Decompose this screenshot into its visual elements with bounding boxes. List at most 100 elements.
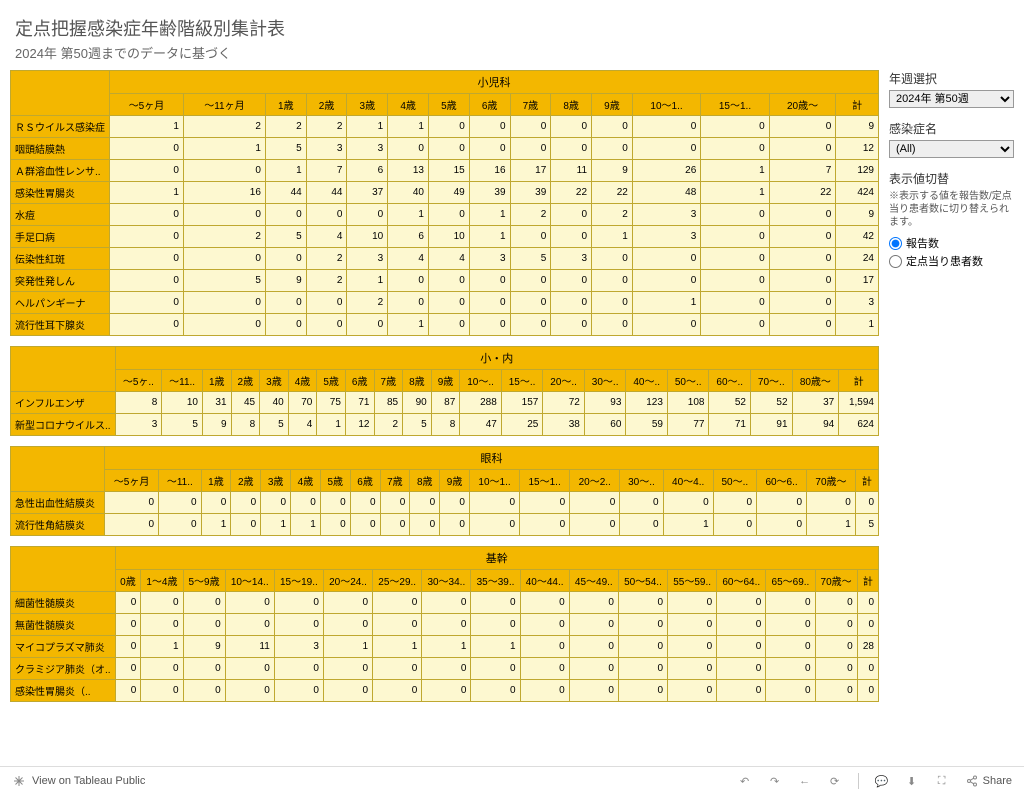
data-cell: 0 xyxy=(618,636,667,658)
column-header: 80歳～ xyxy=(792,370,839,392)
download-icon[interactable]: ⬇ xyxy=(905,774,919,788)
column-header: 7歳 xyxy=(374,370,403,392)
data-cell: 1 xyxy=(347,270,388,292)
data-cell: 0 xyxy=(183,614,225,636)
column-header: 15～19.. xyxy=(274,570,323,592)
data-cell: 0 xyxy=(757,514,807,536)
column-header: 3歳 xyxy=(260,370,289,392)
disease-select[interactable]: (All) xyxy=(889,140,1014,158)
column-header: ～11ヶ月 xyxy=(183,94,265,116)
row-label: 流行性耳下腺炎 xyxy=(11,314,110,336)
data-cell: 0 xyxy=(769,204,836,226)
data-cell: 0 xyxy=(551,116,592,138)
data-cell: 0 xyxy=(769,226,836,248)
data-cell: 0 xyxy=(520,680,569,702)
disease-label: 感染症名 xyxy=(889,120,1014,137)
column-header: 10～14.. xyxy=(225,570,274,592)
data-cell: 9 xyxy=(202,414,231,436)
comment-icon[interactable]: 💬 xyxy=(875,774,889,788)
data-cell: 0 xyxy=(857,592,878,614)
data-cell: 28 xyxy=(857,636,878,658)
data-cell: 0 xyxy=(373,680,422,702)
data-cell: 0 xyxy=(422,658,471,680)
data-cell: 0 xyxy=(440,514,470,536)
data-cell: 0 xyxy=(110,248,184,270)
radio-perpoint[interactable]: 定点当り患者数 xyxy=(889,253,1014,269)
tableau-link[interactable]: View on Tableau Public xyxy=(12,774,145,788)
data-cell: 0 xyxy=(551,270,592,292)
data-cell: 72 xyxy=(543,392,585,414)
radio-report-input[interactable] xyxy=(889,237,902,250)
column-header: 2歳 xyxy=(306,94,347,116)
data-cell: 1 xyxy=(701,182,769,204)
undo-icon[interactable]: ↶ xyxy=(738,774,752,788)
data-cell: 2 xyxy=(306,270,347,292)
data-cell: 0 xyxy=(520,658,569,680)
data-cell: 1 xyxy=(388,116,429,138)
table-row: 無菌性髄膜炎00000000000000000 xyxy=(11,614,879,636)
data-cell: 1 xyxy=(110,182,184,204)
data-cell: 1 xyxy=(373,636,422,658)
data-cell: 0 xyxy=(701,226,769,248)
data-cell: 0 xyxy=(668,680,717,702)
column-header: 15～1.. xyxy=(701,94,769,116)
data-cell: 0 xyxy=(274,592,323,614)
data-cell: 9 xyxy=(836,204,879,226)
data-cell: 0 xyxy=(815,658,857,680)
row-label: 無菌性髄膜炎 xyxy=(11,614,116,636)
data-cell: 5 xyxy=(162,414,203,436)
data-cell: 49 xyxy=(428,182,469,204)
data-cell: 1 xyxy=(807,514,856,536)
data-cell: 0 xyxy=(815,614,857,636)
data-cell: 2 xyxy=(347,292,388,314)
data-cell: 424 xyxy=(836,182,879,204)
data-cell: 3 xyxy=(274,636,323,658)
data-cell: 85 xyxy=(374,392,403,414)
data-cell: 0 xyxy=(713,492,756,514)
redo-icon[interactable]: ↷ xyxy=(768,774,782,788)
row-label: マイコプラズマ肺炎 xyxy=(11,636,116,658)
column-header: 6歳 xyxy=(350,470,380,492)
data-cell: 5 xyxy=(403,414,432,436)
radio-perpoint-input[interactable] xyxy=(889,255,902,268)
data-cell: 1 xyxy=(836,314,879,336)
data-cell: 2 xyxy=(510,204,551,226)
data-cell: 0 xyxy=(471,614,520,636)
data-cell: 3 xyxy=(469,248,510,270)
data-cell: 0 xyxy=(320,514,350,536)
fullscreen-icon[interactable]: ⛶ xyxy=(935,774,949,788)
column-header: 9歳 xyxy=(592,94,633,116)
data-cell: 5 xyxy=(183,270,265,292)
data-cell: 22 xyxy=(769,182,836,204)
week-select[interactable]: 2024年 第50週 xyxy=(889,90,1014,108)
data-cell: 2 xyxy=(183,116,265,138)
data-cell: 1 xyxy=(141,636,183,658)
column-header: 3歳 xyxy=(261,470,291,492)
table-row: 伝染性紅斑0002344353000024 xyxy=(11,248,879,270)
share-button[interactable]: Share xyxy=(965,774,1012,788)
column-header: 10～1.. xyxy=(632,94,700,116)
data-cell: 0 xyxy=(668,658,717,680)
data-cell: 0 xyxy=(632,314,700,336)
column-header: 60～64.. xyxy=(717,570,766,592)
data-cell: 0 xyxy=(632,116,700,138)
data-cell: 0 xyxy=(265,248,306,270)
data-cell: 0 xyxy=(569,636,618,658)
row-label: 手足口病 xyxy=(11,226,110,248)
radio-report[interactable]: 報告数 xyxy=(889,235,1014,251)
data-cell: 0 xyxy=(105,514,159,536)
data-cell: 288 xyxy=(460,392,502,414)
revert-icon[interactable]: ← xyxy=(798,774,812,788)
column-header: 計 xyxy=(836,94,879,116)
data-cell: 9 xyxy=(183,636,225,658)
table-row: クラミジア肺炎（オ..00000000000000000 xyxy=(11,658,879,680)
column-header: 3歳 xyxy=(347,94,388,116)
data-cell: 0 xyxy=(569,680,618,702)
data-table: 小児科～5ヶ月～11ヶ月1歳2歳3歳4歳5歳6歳7歳8歳9歳10～1..15～1… xyxy=(10,70,879,336)
data-cell: 47 xyxy=(460,414,502,436)
column-header: 計 xyxy=(857,570,878,592)
refresh-icon[interactable]: ⟳ xyxy=(828,774,842,788)
row-label: クラミジア肺炎（オ.. xyxy=(11,658,116,680)
category-header: 眼科 xyxy=(105,447,879,470)
data-cell: 0 xyxy=(668,592,717,614)
